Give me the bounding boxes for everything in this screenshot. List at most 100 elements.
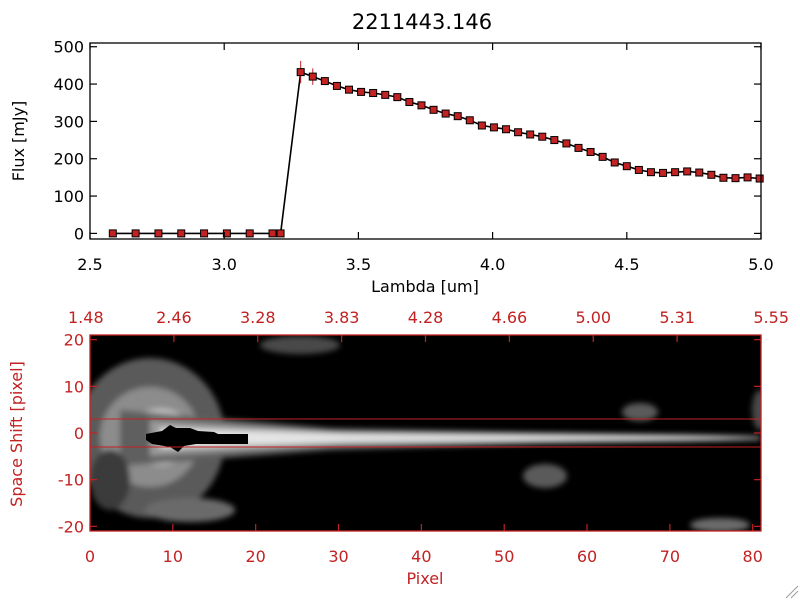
image-y-axis: -20 -10 0 10 20 [58, 331, 761, 536]
x-tick-label: 10 [163, 547, 183, 566]
data-point [695, 168, 704, 177]
y-tick-label: 10 [64, 377, 84, 396]
image-y-label: Space Shift [pixel] [7, 361, 26, 507]
data-point [574, 143, 583, 152]
data-point [332, 81, 341, 90]
x-tick-label: 3.0 [211, 255, 236, 274]
data-point [268, 229, 277, 238]
y-tick-label: 200 [53, 150, 84, 169]
data-point [526, 130, 535, 139]
data-point [441, 109, 450, 118]
top-tick-label: 4.28 [408, 308, 444, 327]
x-tick-label: 80 [743, 547, 763, 566]
spectrum-y-label: Flux [mJy] [9, 101, 28, 182]
data-point [369, 89, 378, 98]
image-x-label: Pixel [406, 569, 443, 588]
data-point [131, 229, 140, 238]
data-point [453, 112, 462, 121]
x-tick-label: 50 [494, 547, 514, 566]
data-point [393, 93, 402, 102]
top-tick-label: 3.83 [324, 308, 360, 327]
data-point [755, 174, 764, 183]
top-tick-label: 5.00 [575, 308, 611, 327]
data-point [320, 77, 329, 86]
spectrum-line [112, 70, 760, 235]
data-point [562, 139, 571, 148]
spectrum-image: 0 10 20 30 40 50 60 70 80 -20 -10 0 10 20 1.48 2.46 3.… [7, 308, 789, 588]
x-tick-label: 40 [411, 547, 431, 566]
data-point [659, 168, 668, 177]
x-tick-label: 20 [245, 547, 265, 566]
data-point [308, 72, 317, 81]
data-point [200, 229, 209, 238]
y-tick-label: 300 [53, 112, 84, 131]
data-point [683, 167, 692, 176]
x-tick-label: 4.0 [480, 255, 505, 274]
data-point [177, 229, 186, 238]
x-tick-label: 2.5 [77, 255, 102, 274]
data-point [417, 101, 426, 110]
data-point [222, 229, 231, 238]
data-point [598, 152, 607, 161]
data-point [477, 121, 486, 130]
y-tick-label: 100 [53, 187, 84, 206]
data-point [276, 229, 285, 238]
image-wavelength-axis: 1.48 2.46 3.28 3.83 4.28 4.66 5.00 5.31 5.55 [68, 308, 789, 342]
x-tick-label: 30 [328, 547, 348, 566]
data-point [586, 148, 595, 157]
data-point [610, 158, 619, 167]
data-point [357, 87, 366, 96]
data-point [538, 132, 547, 141]
resize-grip-icon[interactable] [785, 585, 799, 599]
data-point [514, 128, 523, 137]
y-tick-label: -20 [58, 517, 84, 536]
y-tick-label: 500 [53, 38, 84, 57]
data-point [646, 168, 655, 177]
spectrum-x-label: Lambda [um] [371, 277, 479, 296]
data-point [489, 123, 498, 132]
x-tick-label: 4.5 [614, 255, 639, 274]
data-point [731, 174, 740, 183]
y-tick-label: 0 [74, 224, 84, 243]
top-tick-label: 1.48 [68, 308, 104, 327]
chart-title: 2211443.146 [352, 10, 492, 34]
data-point [345, 85, 354, 94]
top-tick-label: 4.66 [492, 308, 528, 327]
data-point [405, 97, 414, 106]
top-tick-label: 5.31 [659, 308, 695, 327]
y-tick-label: 20 [64, 331, 84, 350]
data-point [154, 229, 163, 238]
spectrum-x-axis: 2.5 3.0 3.5 4.0 4.5 5.0 [77, 43, 774, 274]
data-point [634, 165, 643, 174]
data-point [502, 125, 511, 134]
top-tick-label: 3.28 [240, 308, 276, 327]
spectrum-y-axis: 0 100 200 300 400 500 [53, 38, 761, 243]
y-tick-label: -10 [58, 471, 84, 490]
spectrum-series [108, 60, 764, 238]
data-point [719, 173, 728, 182]
x-tick-label: 60 [577, 547, 597, 566]
data-point [245, 229, 254, 238]
extraction-lines [90, 418, 761, 448]
spectrum-frame [89, 42, 762, 240]
top-tick-label: 2.46 [156, 308, 192, 327]
y-tick-label: 0 [74, 424, 84, 443]
x-tick-label: 0 [85, 547, 95, 566]
data-point [671, 168, 680, 177]
data-point [550, 136, 559, 145]
data-point [296, 68, 305, 77]
image-x-axis: 0 10 20 30 40 50 60 70 80 [85, 524, 763, 566]
top-tick-label: 5.55 [753, 308, 789, 327]
y-tick-label: 400 [53, 75, 84, 94]
data-point [108, 229, 117, 238]
data-point [465, 116, 474, 125]
data-point [381, 90, 390, 99]
spectrum-plot: 2.5 3.0 3.5 4.0 4.5 5.0 0 100 200 300 400 500 Lamb… [9, 38, 774, 296]
data-point [429, 105, 438, 114]
data-point [622, 162, 631, 171]
data-point [743, 173, 752, 182]
x-tick-label: 5.0 [748, 255, 773, 274]
data-point [707, 170, 716, 179]
x-tick-label: 70 [660, 547, 680, 566]
